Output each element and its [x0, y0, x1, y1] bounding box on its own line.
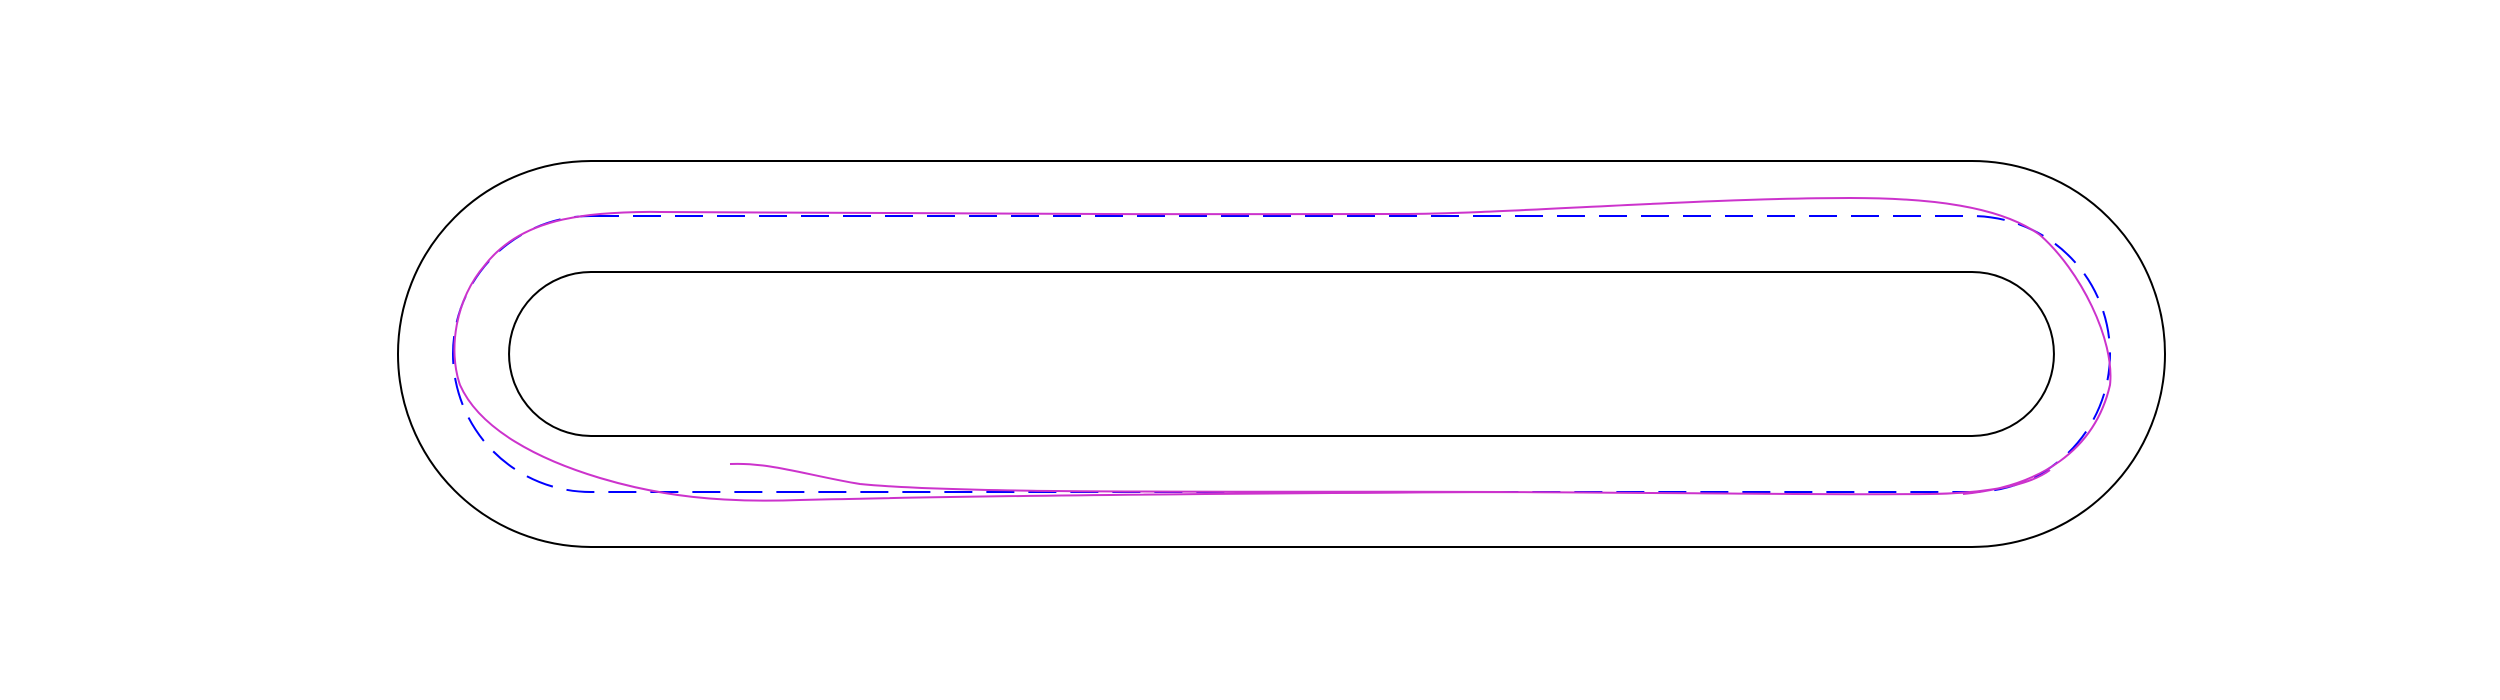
driven-trajectory	[453, 196, 2112, 502]
outer-track-boundary	[397, 160, 2166, 548]
inner-track-boundary	[508, 271, 2055, 437]
reference-centerline	[452, 215, 2111, 493]
